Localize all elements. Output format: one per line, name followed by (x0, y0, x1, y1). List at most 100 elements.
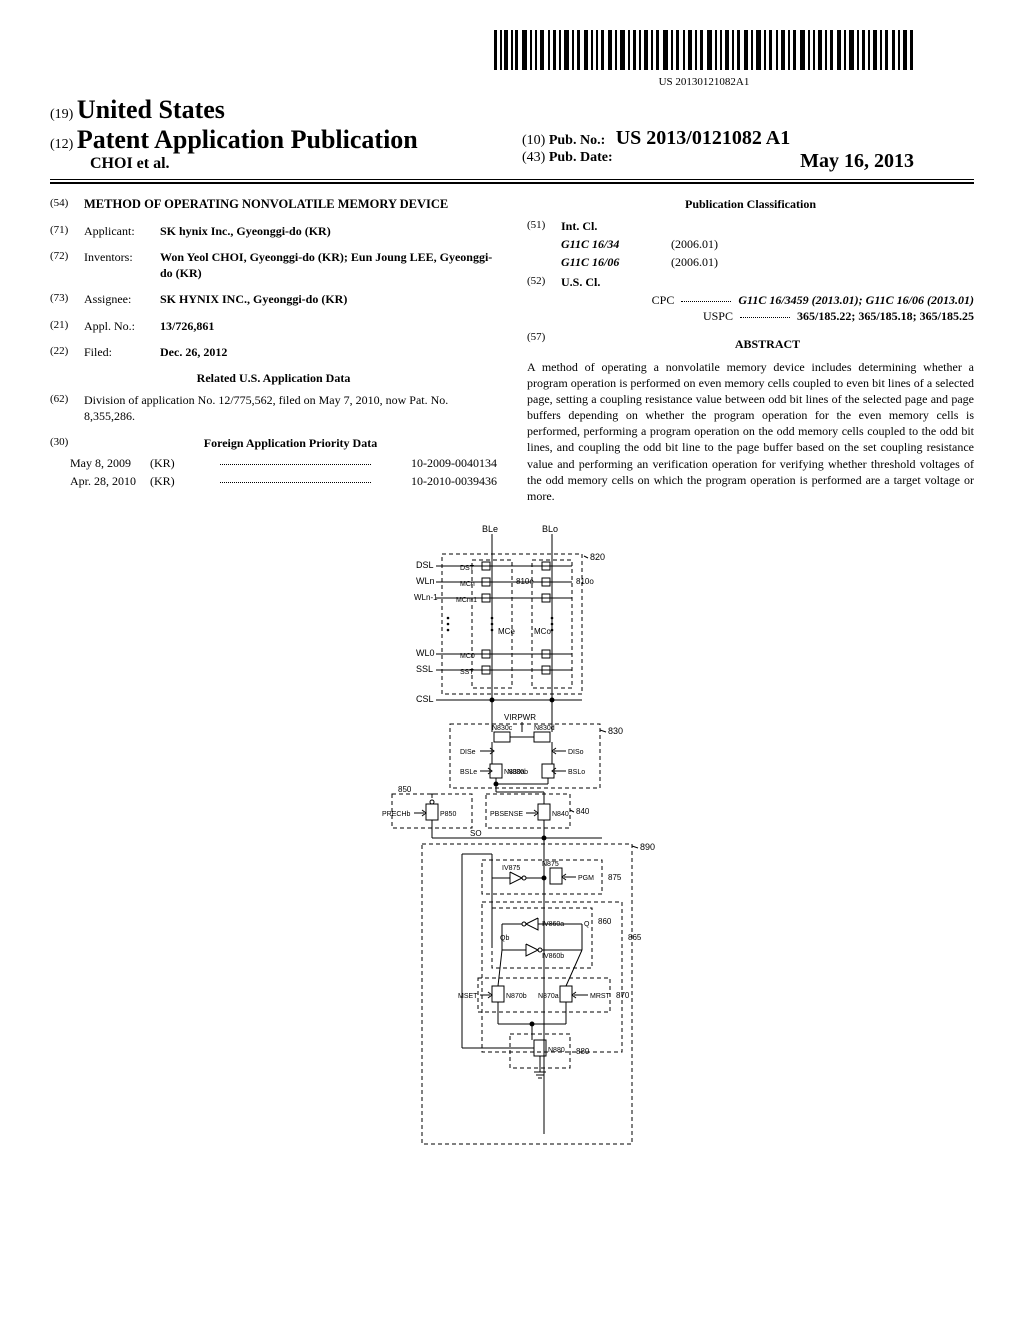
applicant-label: Applicant: (84, 223, 160, 239)
code-10: (10) (522, 133, 545, 148)
svg-text:SSL: SSL (416, 664, 433, 674)
code-72: (72) (50, 249, 84, 281)
uspc-label: USPC (703, 309, 733, 323)
code-19: (19) (50, 107, 73, 122)
svg-text:IV875: IV875 (502, 865, 520, 872)
code-62: (62) (50, 392, 84, 424)
svg-text:N880: N880 (548, 1047, 565, 1054)
svg-text:MRST: MRST (590, 993, 611, 1000)
priority-cc: (KR) (150, 455, 214, 471)
intcl-code: G11C 16/06 (561, 254, 671, 270)
svg-text:850: 850 (398, 785, 412, 794)
pubno: US 2013/0121082 A1 (616, 127, 790, 149)
cpc-codes: G11C 16/3459 (2013.01); G11C 16/06 (2013… (738, 293, 974, 307)
svg-text:N875: N875 (542, 861, 559, 868)
svg-text:WLn: WLn (416, 576, 435, 586)
barcode-block: US 20130121082A1 (50, 30, 974, 89)
code-12: (12) (50, 137, 73, 152)
intcl-year: (2006.01) (671, 236, 718, 252)
priority-date: Apr. 28, 2010 (50, 473, 150, 489)
svg-text:MCn: MCn (460, 581, 475, 588)
svg-text:BLe: BLe (482, 524, 498, 534)
svg-text:P850: P850 (440, 811, 456, 818)
related-head: Related U.S. Application Data (50, 370, 497, 386)
abstract-label: ABSTRACT (561, 336, 974, 352)
header: (19) United States (12) Patent Applicati… (50, 95, 974, 173)
filed-label: Filed: (84, 344, 160, 360)
circuit-diagram: BLe BLo 820 810e 810o DSL WLn WLn-1 WL0 … (342, 524, 682, 1164)
svg-text:870: 870 (616, 991, 630, 1000)
priority-row: May 8, 2009 (KR) 10-2009-0040134 (50, 455, 497, 471)
svg-text:WL0: WL0 (416, 648, 435, 658)
code-54: (54) (50, 196, 84, 213)
invention-title: METHOD OF OPERATING NONVOLATILE MEMORY D… (84, 196, 497, 213)
intcl-year: (2006.01) (671, 254, 718, 270)
country: United States (77, 95, 225, 124)
barcode: US 20130121082A1 (494, 30, 914, 88)
svg-text:IV860b: IV860b (542, 953, 564, 960)
intcl-code: G11C 16/34 (561, 236, 671, 252)
svg-text:Qb: Qb (500, 935, 509, 942)
pubno-label: Pub. No.: (549, 133, 605, 148)
inventors-label: Inventors: (84, 249, 160, 281)
svg-text:875: 875 (608, 873, 622, 882)
code-21: (21) (50, 318, 84, 334)
svg-text:810o: 810o (576, 577, 594, 586)
body-columns: (54) METHOD OF OPERATING NONVOLATILE MEM… (50, 196, 974, 504)
svg-text:N870a: N870a (538, 993, 559, 1000)
svg-text:PBSENSE: PBSENSE (490, 811, 523, 818)
svg-text:BSLo: BSLo (568, 769, 585, 776)
svg-text:MCo: MCo (534, 627, 551, 636)
divider (50, 182, 974, 184)
svg-text:880: 880 (576, 1047, 590, 1056)
barcode-number: US 20130121082A1 (494, 76, 914, 88)
code-57: (57) (527, 330, 561, 358)
svg-text:N830c: N830c (492, 725, 513, 732)
svg-text:DISe: DISe (460, 749, 476, 756)
svg-text:PRECHb: PRECHb (382, 811, 411, 818)
applno: 13/726,861 (160, 318, 497, 334)
svg-text:840: 840 (576, 807, 590, 816)
pubclass-head: Publication Classification (527, 196, 974, 212)
svg-text:VIRPWR: VIRPWR (504, 713, 536, 722)
uscl-label: U.S. Cl. (561, 274, 974, 290)
pubdate: May 16, 2013 (800, 150, 974, 173)
figure: BLe BLo 820 810e 810o DSL WLn WLn-1 WL0 … (50, 524, 974, 1168)
code-51: (51) (527, 218, 561, 234)
svg-text:890: 890 (640, 842, 655, 852)
svg-text:DST: DST (460, 565, 475, 572)
priority-cc: (KR) (150, 473, 214, 489)
code-73: (73) (50, 291, 84, 307)
svg-text:MC0: MC0 (460, 653, 475, 660)
svg-text:MCn-1: MCn-1 (456, 597, 477, 604)
applicant: SK hynix Inc., Gyeonggi-do (KR) (160, 224, 331, 238)
priority-date: May 8, 2009 (50, 455, 150, 471)
filed: Dec. 26, 2012 (160, 344, 497, 360)
code-43: (43) (522, 150, 545, 165)
svg-text:N870b: N870b (506, 993, 527, 1000)
svg-text:860: 860 (598, 917, 612, 926)
code-52: (52) (527, 274, 561, 290)
svg-text:Q: Q (584, 921, 590, 928)
svg-text:N830b: N830b (507, 769, 528, 776)
priority-num: 10-2010-0039436 (377, 473, 497, 489)
code-71: (71) (50, 223, 84, 239)
svg-text:830: 830 (608, 726, 623, 736)
assignee: SK HYNIX INC., Gyeonggi-do (KR) (160, 292, 347, 306)
svg-text:BSLe: BSLe (460, 769, 477, 776)
priority-num: 10-2009-0040134 (377, 455, 497, 471)
svg-text:DSL: DSL (416, 560, 434, 570)
svg-text:MCe: MCe (498, 627, 515, 636)
svg-text:DISo: DISo (568, 749, 584, 756)
svg-text:SST: SST (460, 669, 474, 676)
pubdate-label: Pub. Date: (549, 150, 613, 165)
code-30: (30) (50, 435, 84, 451)
foreign-head: Foreign Application Priority Data (84, 435, 497, 451)
svg-text:BLo: BLo (542, 524, 558, 534)
svg-text:N840: N840 (552, 811, 569, 818)
inventors: Won Yeol CHOI, Gyeonggi-do (KR); Eun Jou… (160, 250, 492, 280)
svg-text:PGM: PGM (578, 875, 594, 882)
pub-type: Patent Application Publication (77, 125, 418, 154)
code-22: (22) (50, 344, 84, 360)
applno-label: Appl. No.: (84, 318, 160, 334)
